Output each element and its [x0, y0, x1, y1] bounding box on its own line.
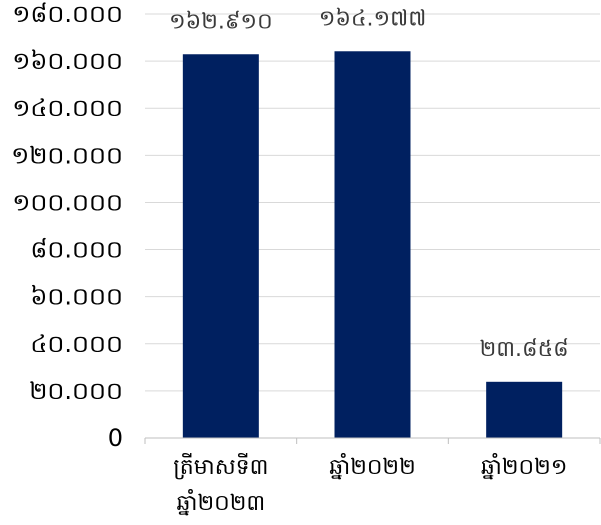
category-label: ឆ្នាំ២០២១: [481, 453, 567, 480]
y-tick-label: 0: [108, 424, 123, 452]
y-tick-label: ៨០.០០០: [30, 236, 123, 264]
category-label: ត្រីមាសទី៣: [173, 453, 268, 480]
data-label: ១៦៤.១៧៧: [319, 6, 427, 31]
y-tick-label: ១០០.០០០: [12, 188, 123, 216]
y-tick-label: ១៦០.០០០: [12, 47, 123, 75]
y-tick-label: ១៤០.០០០: [12, 94, 123, 122]
bars: [182, 51, 563, 439]
category-labels: ត្រីមាសទី៣ឆ្នាំ២០២៣ ឆ្នាំ២០២២ ឆ្នាំ២០២១: [173, 453, 567, 516]
y-tick-label: ៤០.០០០: [30, 330, 123, 358]
bar: [334, 51, 411, 438]
data-label: ១៦២.៩១០: [169, 9, 273, 34]
category-label: ឆ្នាំ២០២៣: [177, 489, 266, 516]
y-tick-label: ២០.០០០: [29, 377, 123, 405]
bar: [486, 381, 563, 438]
y-axis-tick-labels: 0 ២០.០០០ ៤០.០០០ ៦០.០០០ ៨០.០០០ ១០០.០០០ ១២០.០០០ ១…: [11, 0, 123, 452]
y-tick-label: ១២០.០០០: [11, 141, 123, 169]
category-label: ឆ្នាំ២០២២: [329, 453, 415, 480]
bar: [182, 54, 259, 439]
y-tick-label: ១៨០.០០០: [12, 0, 123, 28]
y-tick-label: ៦០.០០០: [30, 283, 123, 311]
x-axis-tick-marks: [144, 438, 601, 444]
data-label: ២៣.៨៥៨: [480, 337, 569, 362]
